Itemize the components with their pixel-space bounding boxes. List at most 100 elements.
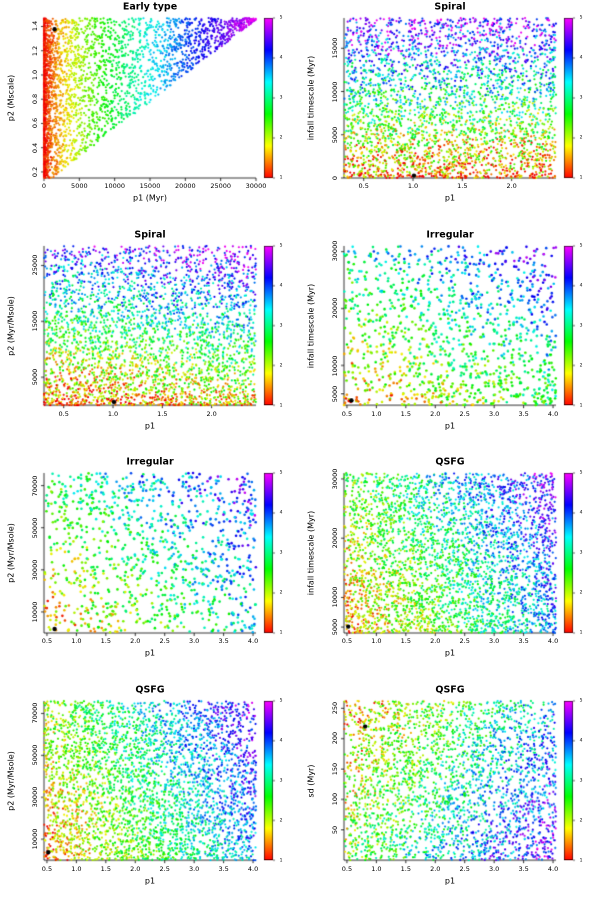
y-tick-label: 5000 [31,369,39,386]
scatter-canvas [300,455,600,683]
colorbar-tick-label: 2 [579,818,583,823]
x-tick-label: 1.5 [457,182,468,190]
scatter-canvas [300,227,600,455]
y-tick-label: 10000 [331,81,339,102]
scatter-canvas [0,0,300,228]
panel-title: Early type [122,1,178,13]
x-tick-label: 15000 [139,182,161,190]
colorbar-tick-label: 4 [279,55,283,61]
y-tick-label: 15000 [31,310,39,332]
x-tick-label: 2.0 [506,182,517,190]
x-tick-label: 2.0 [206,409,217,418]
y-tick-label: 0 [331,175,339,181]
x-tick-label: 3.0 [488,864,500,873]
panel-8-qsfg: QSFG 0.5 1.0 1.5 2.0 2.5 3.0 3.5 4.0 50 100 150 200 2… [300,682,600,910]
y-axis-label: sd (Myr) [306,764,316,797]
colorbar-tick-label: 5 [579,15,583,21]
y-tick-label: 1.0 [31,69,39,81]
panel-title: QSFG [435,456,465,468]
x-tick-label: 0 [41,182,47,190]
y-axis-label: infall timescale (Myr) [306,510,316,596]
colorbar-tick-label: 5 [579,470,583,476]
colorbar-tick-label: 4 [579,55,583,61]
scatter-canvas [300,0,600,228]
x-axis-label: p1 [144,876,156,885]
x-tick-label: 1.0 [71,864,82,873]
colorbar-tick-label: 5 [279,243,283,248]
y-tick-label: 0.2 [31,166,39,178]
y-tick-label: 0.8 [31,94,39,105]
x-tick-label: 1.0 [407,182,419,190]
panel-title: Spiral [434,1,466,13]
scatter-canvas [0,227,300,455]
colorbar-tick-label: 3 [279,95,283,101]
x-tick-label: 0.5 [358,182,369,190]
x-tick-label: 1.0 [371,637,382,645]
colorbar-tick-label: 3 [579,550,583,556]
colorbar-tick-label: 4 [279,510,283,516]
colorbar-tick-label: 1 [279,630,283,636]
x-tick-label: 2.0 [430,864,441,873]
y-tick-label: 20000 [331,527,339,549]
colorbar-tick-label: 1 [279,175,283,181]
colorbar-tick-label: 2 [279,818,283,823]
y-tick-label: 150 [331,762,339,776]
x-tick-label: 2.5 [159,637,170,645]
y-tick-label: 1.2 [31,45,39,56]
panel-1-early-type: Early type 0 5000 10000 15000 20000 25000 30000… [0,0,300,228]
colorbar-tick-label: 5 [579,698,583,703]
x-tick-label: 3.5 [518,864,529,873]
x-tick-label: 2.0 [430,637,441,645]
colorbar-tick-label: 3 [579,778,583,783]
colorbar-tick-label: 1 [579,175,583,181]
y-tick-label: 50000 [31,517,39,539]
x-tick-label: 3.0 [188,637,200,645]
panel-7-qsfg: QSFG 0.5 1.0 1.5 2.0 2.5 3.0 3.5 4.0 10000 30000 50… [0,682,300,910]
y-tick-label: 25000 [31,254,39,276]
y-tick-label: 200 [331,732,339,745]
x-axis-label: p1 [444,421,456,430]
x-tick-label: 3.5 [518,409,529,418]
x-tick-label: 0.5 [58,409,69,418]
y-axis-label: p2 (Myr/Msole) [6,523,16,583]
colorbar-tick-label: 3 [279,323,283,328]
y-tick-label: 30000 [31,786,39,808]
panel-2-spiral: Spiral 0.5 1.0 1.5 2.0 0 5000 10000 15000 p1 infal… [300,0,600,228]
x-tick-label: 2.5 [459,637,470,645]
colorbar-tick-label: 2 [279,363,283,368]
x-tick-label: 4.0 [547,409,559,418]
x-tick-label: 1.5 [400,864,411,873]
y-axis-label: p2 (Myr/Msole) [6,750,16,811]
x-tick-label: 0.5 [341,637,353,645]
x-tick-label: 5000 [71,182,88,190]
panel-title: QSFG [435,684,465,695]
panel-title: Irregular [426,229,474,240]
panel-title: Spiral [134,229,166,240]
y-axis-label: p2 (Myr/Msole) [6,295,16,356]
colorbar-tick-label: 5 [279,698,283,703]
colorbar-tick-label: 1 [279,403,283,408]
colorbar-tick-label: 4 [579,738,583,743]
colorbar-tick-label: 2 [279,135,283,141]
x-tick-label: 1.0 [71,637,82,645]
colorbar-tick-label: 4 [279,738,283,743]
y-tick-label: 50 [331,825,339,835]
x-tick-label: 0.5 [341,864,353,873]
y-tick-label: 10000 [31,829,39,850]
y-tick-label: 15000 [331,37,339,59]
y-tick-label: 10000 [31,601,39,623]
x-tick-label: 1.5 [100,637,111,645]
x-tick-label: 4.0 [547,864,559,873]
colorbar-tick-label: 5 [579,243,583,248]
colorbar-tick-label: 4 [579,510,583,516]
y-tick-label: 1.4 [31,21,39,32]
colorbar-tick-label: 1 [579,403,583,408]
panel-6-qsfg: QSFG 0.5 1.0 1.5 2.0 2.5 3.0 3.5 4.0 5000 10000 200… [300,455,600,683]
x-tick-label: 3.0 [488,637,500,645]
colorbar-tick-label: 4 [279,283,283,288]
colorbar-tick-label: 1 [579,630,583,636]
x-tick-label: 1.5 [100,864,111,873]
y-tick-label: 50000 [31,744,39,766]
colorbar-tick-label: 5 [279,15,283,21]
